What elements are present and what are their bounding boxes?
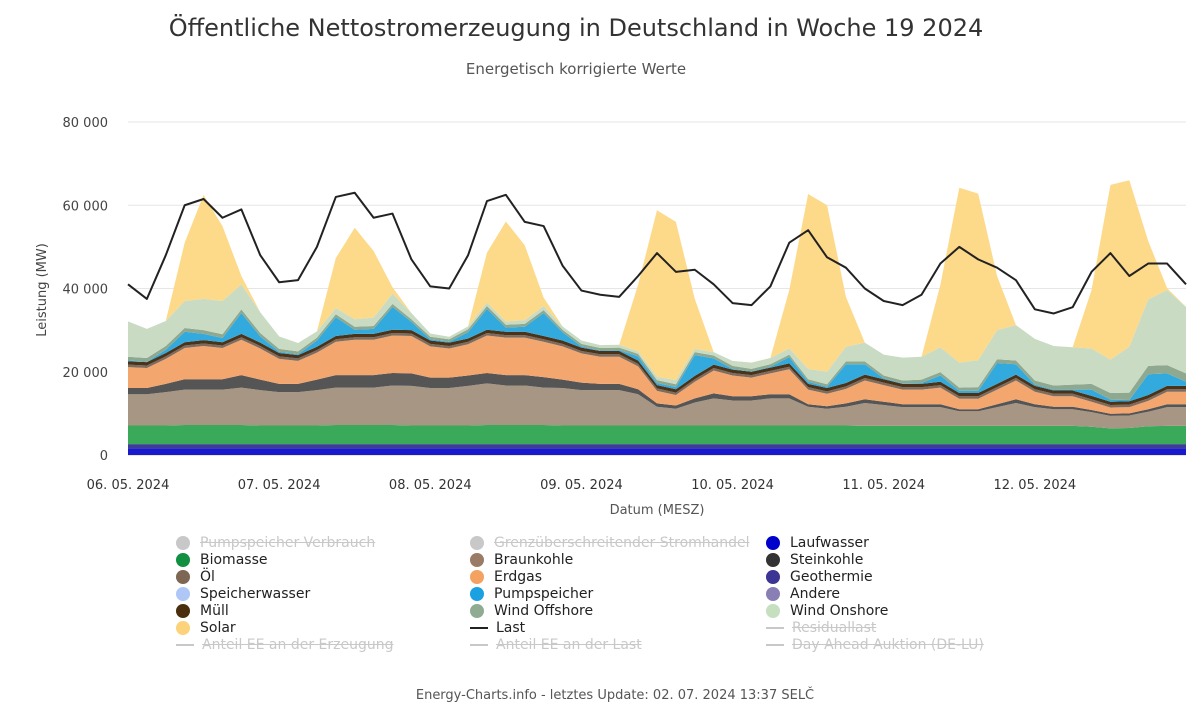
legend-line-icon xyxy=(470,643,488,646)
legend-item-geothermie[interactable]: Geothermie xyxy=(766,568,873,585)
legend-dot-icon xyxy=(176,586,190,601)
y-tick-label: 0 xyxy=(100,449,108,464)
legend-dot-icon xyxy=(766,552,780,567)
legend-dot-icon xyxy=(766,603,780,618)
area-steinkohle xyxy=(128,372,1186,416)
x-tick-label: 06. 05. 2024 xyxy=(87,478,170,493)
legend-label: Speicherwasser xyxy=(200,585,311,602)
legend-label: Müll xyxy=(200,602,229,619)
y-tick-label: 60 000 xyxy=(63,199,109,214)
legend-item-anteil-ee-an-der-last[interactable]: Anteil EE an der Last xyxy=(470,636,642,653)
legend-label: Steinkohle xyxy=(790,551,864,568)
x-tick-label: 07. 05. 2024 xyxy=(238,478,321,493)
legend-item-öl[interactable]: Öl xyxy=(176,568,215,585)
legend-dot-icon xyxy=(470,569,484,584)
legend-item-pumpspeicher-verbrauch[interactable]: Pumpspeicher Verbrauch xyxy=(176,534,375,551)
area-wind-onshore xyxy=(128,284,1186,393)
legend-label: Laufwasser xyxy=(790,534,869,551)
legend-line-icon xyxy=(470,626,488,629)
area-erdgas xyxy=(128,335,1186,414)
legend-item-steinkohle[interactable]: Steinkohle xyxy=(766,551,863,568)
legend-item-residuallast[interactable]: Residuallast xyxy=(766,619,876,636)
legend-label: Öl xyxy=(200,568,215,585)
series-last-line xyxy=(127,191,1187,315)
area-biomasse xyxy=(128,425,1186,445)
area-müll xyxy=(128,329,1186,406)
y-axis-ticks: 0 20 000 40 000 60 000 80 000 xyxy=(63,116,109,464)
x-tick-label: 08. 05. 2024 xyxy=(389,478,472,493)
legend-label: Pumpspeicher xyxy=(494,585,594,602)
legend-label: Braunkohle xyxy=(494,551,574,568)
legend-item-pumpspeicher[interactable]: Pumpspeicher xyxy=(470,585,593,602)
legend-item-laufwasser[interactable]: Laufwasser xyxy=(766,534,869,551)
legend-item-andere[interactable]: Andere xyxy=(766,585,840,602)
legend-dot-icon xyxy=(766,535,780,550)
legend-dot-icon xyxy=(470,586,484,601)
legend-label: Biomasse xyxy=(200,551,268,568)
y-tick-label: 20 000 xyxy=(63,366,109,381)
legend-dot-icon xyxy=(766,586,780,601)
legend-label: Grenzüberschreitender Stromhandel xyxy=(494,534,750,551)
x-axis-label: Datum (MESZ) xyxy=(610,503,705,518)
legend-dot-icon xyxy=(766,569,780,584)
legend-dot-icon xyxy=(470,552,484,567)
legend-label: Pumpspeicher Verbrauch xyxy=(200,534,376,551)
legend-label: Anteil EE an der Erzeugung xyxy=(202,636,394,653)
area-braunkohle xyxy=(128,383,1186,429)
legend-item-erdgas[interactable]: Erdgas xyxy=(470,568,542,585)
legend-item-wind-offshore[interactable]: Wind Offshore xyxy=(470,602,593,619)
chart-area: 0 20 000 40 000 60 000 80 000 06. 05. 2024 07… xyxy=(35,116,1187,518)
x-tick-label: 10. 05. 2024 xyxy=(691,478,774,493)
legend-label: Last xyxy=(496,619,526,636)
x-axis-ticks: 06. 05. 2024 07. 05. 2024 08. 05. 2024 09. … xyxy=(87,478,1077,493)
legend-dot-icon xyxy=(176,535,190,550)
legend-label: Geothermie xyxy=(790,568,873,585)
area-solar xyxy=(128,180,1186,381)
legend-label: Residuallast xyxy=(792,619,877,636)
x-tick-label: 09. 05. 2024 xyxy=(540,478,623,493)
legend-dot-icon xyxy=(176,603,190,618)
y-tick-label: 80 000 xyxy=(63,116,109,131)
legend-dot-icon xyxy=(470,535,484,550)
legend-item-anteil-ee-an-der-erzeugung[interactable]: Anteil EE an der Erzeugung xyxy=(176,636,394,653)
legend-item-day-ahead-auktion-de-lu[interactable]: Day Ahead Auktion (DE-LU) xyxy=(766,636,984,653)
x-tick-label: 11. 05. 2024 xyxy=(842,478,925,493)
legend-line-icon xyxy=(766,626,784,629)
area-pumpspeicher xyxy=(128,306,1186,402)
legend-label: Day Ahead Auktion (DE-LU) xyxy=(792,636,984,653)
legend-line-icon xyxy=(766,643,784,646)
legend-item-last[interactable]: Last xyxy=(470,619,525,636)
legend-line-icon xyxy=(176,643,194,646)
chart-title: Öffentliche Nettostromerzeugung in Deuts… xyxy=(168,14,984,42)
legend-dot-icon xyxy=(176,552,190,567)
y-tick-label: 40 000 xyxy=(63,283,109,298)
area-öl xyxy=(128,333,1186,408)
y-axis-label: Leistung (MW) xyxy=(35,243,50,337)
legend-label: Solar xyxy=(200,619,236,636)
legend-dot-icon xyxy=(470,603,484,618)
footer-credit: Energy-Charts.info - letztes Update: 02.… xyxy=(415,688,815,703)
stacked-areas xyxy=(128,180,1186,455)
last-line-group xyxy=(127,191,1187,315)
area-wind-offshore xyxy=(128,303,1186,401)
legend-item-wind-onshore[interactable]: Wind Onshore xyxy=(766,602,888,619)
area-laufwasser xyxy=(128,448,1186,455)
legend-item-müll[interactable]: Müll xyxy=(176,602,229,619)
x-tick-label: 12. 05. 2024 xyxy=(994,478,1077,493)
area-geothermie xyxy=(128,444,1186,449)
legend-dot-icon xyxy=(176,620,190,635)
legend-label: Wind Offshore xyxy=(494,602,594,619)
legend-dot-icon xyxy=(176,569,190,584)
legend-label: Andere xyxy=(790,585,841,602)
legend-item-solar[interactable]: Solar xyxy=(176,619,236,636)
legend-label: Anteil EE an der Last xyxy=(496,636,642,653)
legend-item-biomasse[interactable]: Biomasse xyxy=(176,551,267,568)
legend-item-grenzüberschreitender-stromhandel[interactable]: Grenzüberschreitender Stromhandel xyxy=(470,534,750,551)
legend-item-speicherwasser[interactable]: Speicherwasser xyxy=(176,585,310,602)
legend-label: Erdgas xyxy=(494,568,543,585)
chart-subtitle: Energetisch korrigierte Werte xyxy=(465,60,687,78)
legend-item-braunkohle[interactable]: Braunkohle xyxy=(470,551,573,568)
legend-label: Wind Onshore xyxy=(790,602,889,619)
